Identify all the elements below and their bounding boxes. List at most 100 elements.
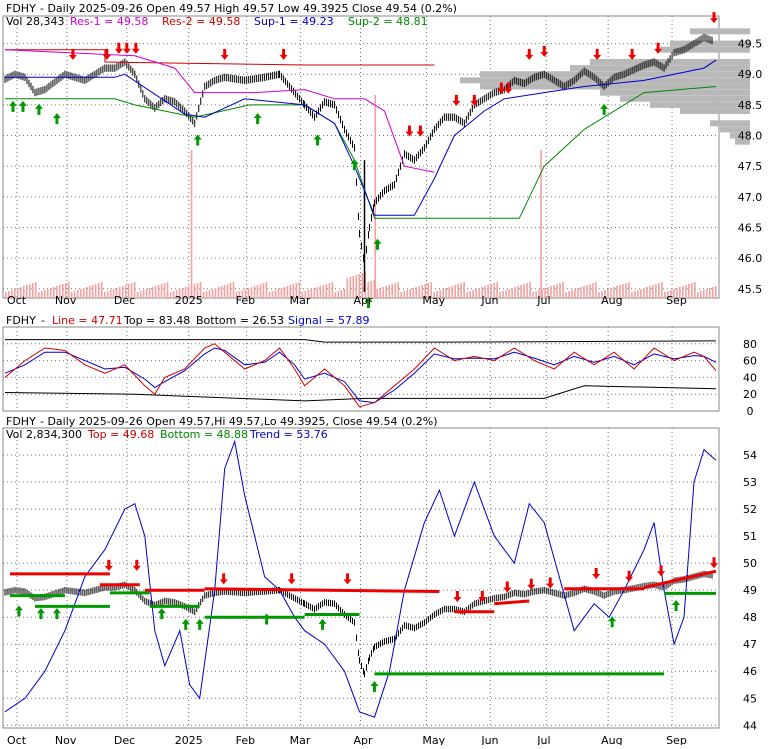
sell-arrow <box>592 568 601 579</box>
p1-vol: Vol 28,343 <box>6 15 64 28</box>
volume-bar <box>448 287 450 298</box>
buy-arrow <box>8 100 17 112</box>
res1-line <box>4 49 435 173</box>
volume-bar <box>439 290 441 298</box>
volume-bar <box>709 288 711 298</box>
volume-bar <box>145 289 148 298</box>
volume-bar <box>481 287 483 298</box>
volume-bar <box>241 290 244 298</box>
volume-bar <box>661 282 663 298</box>
p3-trend: Trend = 53.76 <box>249 428 328 441</box>
volume-bar <box>97 283 100 298</box>
buy-arrow <box>262 613 271 625</box>
volume-bar <box>133 282 136 298</box>
volume-bar <box>154 286 157 298</box>
volume-bar <box>253 286 256 298</box>
volume-bar <box>268 292 271 298</box>
volume-bar <box>409 289 412 298</box>
x-tick-label: Feb <box>236 734 255 745</box>
x-tick-label: Jun <box>480 294 498 307</box>
x-tick-label: Oct <box>7 294 27 307</box>
volume-bar <box>700 291 702 298</box>
volume-bar <box>493 283 495 298</box>
volume-bar <box>511 288 513 298</box>
sell-arrow <box>452 94 461 106</box>
x-tick-label: Jul <box>536 294 550 307</box>
volume-bar <box>580 287 582 298</box>
buy-arrow <box>52 113 61 125</box>
volume-bar <box>664 292 666 298</box>
y-tick-label: 50 <box>743 557 757 570</box>
volume-bar <box>703 290 705 298</box>
volume-profile-bar <box>735 138 750 145</box>
sup2-line <box>5 86 717 219</box>
volume-bar <box>487 285 489 298</box>
volume-bar <box>88 286 91 298</box>
volume-bar <box>682 286 684 298</box>
volume-bar <box>304 291 307 298</box>
volume-bar <box>433 292 435 298</box>
volume-bar <box>463 282 465 298</box>
volume-bar <box>343 289 346 298</box>
buy-arrow <box>157 608 166 620</box>
volume-bar <box>259 284 262 298</box>
volume-bar <box>49 288 52 298</box>
volume-bar <box>376 289 379 298</box>
trend-top-segment <box>494 599 530 606</box>
y-tick-label: 20 <box>743 388 757 401</box>
y-tick-label: 46 <box>743 665 757 678</box>
volume-bar <box>415 287 418 298</box>
trend-panel-frame <box>2 427 720 729</box>
x-tick-label: Apr <box>354 734 374 745</box>
volume-bar <box>673 289 675 298</box>
sell-arrow <box>470 94 479 106</box>
y-tick-label: 48.5 <box>738 99 763 112</box>
sell-arrow <box>343 573 352 585</box>
volume-bar <box>394 283 397 298</box>
volume-bar <box>331 282 334 298</box>
volume-bar <box>460 283 462 298</box>
volume-bar <box>628 282 630 298</box>
p3-info: - Daily 2025-09-26 Open 49.57,Hi 49.57,L… <box>40 415 438 428</box>
volume-bar <box>5 292 7 298</box>
sell-arrow <box>279 48 288 60</box>
volume-bar <box>61 284 64 298</box>
x-tick-label: May <box>422 734 445 745</box>
volume-bar <box>670 290 672 298</box>
sell-arrow <box>527 578 536 590</box>
volume-bar <box>178 289 181 298</box>
volume-bar <box>325 284 328 298</box>
volume-spike <box>374 95 377 298</box>
volume-bar <box>589 284 591 298</box>
volume-bar <box>592 283 594 298</box>
sell-arrow <box>132 559 141 571</box>
buy-arrow <box>350 159 359 171</box>
volume-bar <box>586 285 588 298</box>
x-tick-label: 2025 <box>175 294 203 307</box>
volume-profile-bar <box>660 46 750 53</box>
sell-arrow <box>497 82 506 94</box>
volume-bar <box>247 288 250 298</box>
volume-bar <box>550 286 552 298</box>
y-tick-label: 44 <box>743 719 757 732</box>
volume-bar <box>466 292 468 298</box>
volume-profile-bar <box>460 77 750 84</box>
volume-profile-bar <box>620 95 750 102</box>
volume-bar <box>115 288 118 298</box>
volume-bar <box>34 282 37 298</box>
volume-bar <box>523 284 525 298</box>
volume-bar <box>484 286 486 298</box>
volume-profile-bar <box>680 108 750 115</box>
sell-arrow <box>654 42 663 54</box>
sell-arrow <box>540 45 549 57</box>
volume-bar <box>649 286 651 298</box>
x-tick-label: May <box>422 294 445 307</box>
y-tick-label: 48 <box>743 611 757 624</box>
volume-bar <box>418 286 421 298</box>
volume-bar <box>619 285 621 298</box>
volume-bar <box>106 291 109 298</box>
x-tick-label: Oct <box>7 734 27 745</box>
sell-arrow <box>628 48 637 60</box>
volume-bar <box>502 291 504 298</box>
buy-arrow <box>318 618 327 630</box>
